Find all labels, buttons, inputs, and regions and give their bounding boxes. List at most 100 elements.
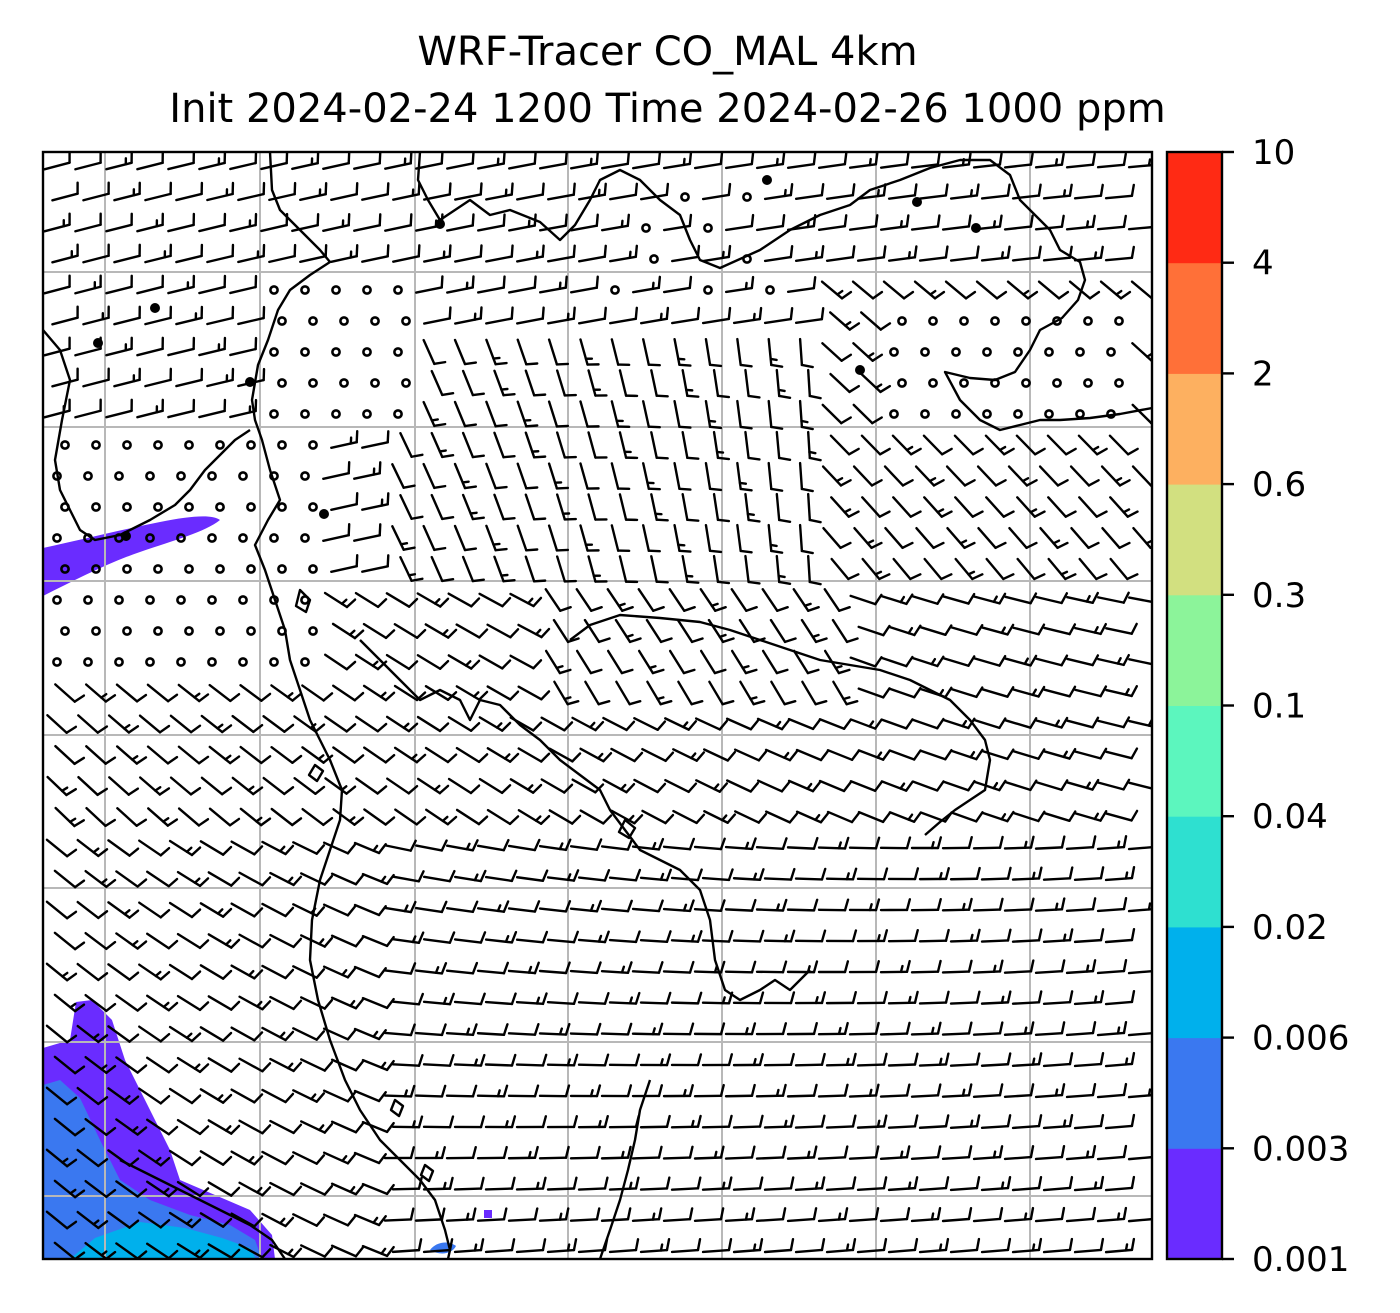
wind-barb: [950, 623, 984, 636]
wind-barb: [262, 715, 295, 733]
wind-barb: [322, 213, 351, 232]
calm-wind-marker: [1075, 347, 1085, 357]
wind-barb: [539, 152, 568, 170]
wind-barb: [730, 588, 758, 612]
wind-barb: [516, 462, 539, 490]
wind-barb: [556, 431, 577, 459]
wind-barb: [84, 1055, 117, 1075]
wind-barb: [1099, 280, 1132, 300]
wind-barb: [1096, 897, 1128, 913]
wind-barb: [918, 245, 949, 262]
wind-barb: [461, 555, 485, 583]
wind-barb: [1034, 959, 1066, 974]
wind-barb: [322, 965, 357, 979]
wind-barb: [138, 714, 171, 734]
wind-barb: [105, 212, 133, 233]
wind-barb: [77, 775, 109, 797]
wind-barb: [332, 808, 365, 826]
wind-barb: [569, 1084, 602, 1098]
wind-barb: [385, 715, 419, 733]
wind-barb: [208, 683, 241, 703]
wind-barb: [76, 1148, 109, 1168]
wind-barb: [515, 930, 549, 944]
wind-barb: [1127, 1088, 1152, 1099]
wind-barb: [238, 871, 272, 887]
wind-barb: [641, 809, 675, 825]
wind-barb: [1074, 685, 1108, 698]
wind-barb: [455, 746, 489, 764]
wind-barb: [736, 399, 753, 430]
wind-barb: [115, 1242, 148, 1259]
colorbar-frame: [1165, 150, 1224, 1261]
wind-barb: [1065, 1144, 1097, 1161]
wind-barb: [677, 680, 704, 706]
wind-barb: [453, 992, 486, 1006]
calm-wind-marker: [114, 657, 124, 667]
wind-barb: [879, 959, 911, 974]
wind-barb: [923, 496, 953, 518]
wind-barb: [794, 1237, 826, 1254]
wind-barb: [670, 991, 703, 1005]
wind-barb: [300, 1058, 334, 1072]
wind-barb: [322, 1027, 357, 1041]
wind-barb: [446, 213, 475, 232]
wind-barb: [949, 1052, 981, 1067]
wind-barb: [829, 434, 860, 456]
wind-barb: [914, 465, 945, 487]
wind-barb: [693, 1083, 725, 1098]
wind-barb: [1066, 654, 1100, 667]
wind-barb: [681, 369, 700, 398]
wind-barb: [484, 1238, 516, 1254]
wind-barb: [107, 901, 140, 919]
wind-barb: [631, 1084, 664, 1098]
wind-barb: [416, 654, 450, 670]
wind-barb: [176, 1056, 210, 1074]
wind-barb: [610, 400, 631, 428]
tracer-plume-speck: [484, 1210, 492, 1218]
calm-wind-marker: [331, 409, 341, 419]
wind-barb: [1070, 526, 1100, 550]
calm-wind-marker: [308, 440, 318, 450]
wind-barb: [763, 991, 796, 1005]
calm-wind-marker: [207, 471, 217, 481]
wind-barb: [879, 898, 912, 912]
wind-barb: [775, 554, 792, 586]
wind-barb: [393, 746, 427, 764]
wind-barb: [852, 403, 883, 425]
wind-barb: [261, 964, 295, 980]
wind-barb: [300, 872, 334, 886]
wind-barb: [977, 526, 1007, 550]
station-marker: [855, 365, 865, 375]
wind-barb: [887, 1176, 919, 1192]
tracer-plume-southwest-inner: [70, 1222, 256, 1259]
wind-barb: [423, 182, 452, 201]
wind-barb: [229, 212, 258, 233]
wind-barb: [1011, 990, 1043, 1005]
wind-barb: [361, 1182, 395, 1196]
wind-barb: [1003, 897, 1035, 912]
calm-wind-marker: [920, 409, 930, 419]
wind-barb: [1011, 1114, 1043, 1130]
wind-barb: [547, 400, 570, 428]
wind-barb: [524, 369, 547, 397]
wind-barb: [507, 838, 541, 852]
wind-barb: [1012, 685, 1046, 698]
wind-barb: [167, 274, 196, 295]
wind-barb: [724, 960, 757, 974]
wind-barb: [177, 745, 210, 765]
wind-barb: [795, 810, 829, 824]
wind-barb: [600, 213, 630, 232]
wind-barb: [1034, 1206, 1066, 1223]
wind-barb: [662, 1145, 694, 1160]
wind-barb: [857, 810, 891, 824]
wind-barb: [145, 1056, 179, 1074]
wind-barb: [853, 526, 883, 550]
wind-barb: [724, 275, 755, 294]
wind-barb: [199, 1150, 233, 1166]
calm-wind-marker: [83, 595, 93, 605]
wind-barb: [230, 840, 264, 856]
wind-barb: [664, 778, 698, 794]
wind-barb: [115, 1118, 148, 1136]
wind-barb: [107, 839, 140, 857]
wind-barb: [299, 181, 328, 202]
